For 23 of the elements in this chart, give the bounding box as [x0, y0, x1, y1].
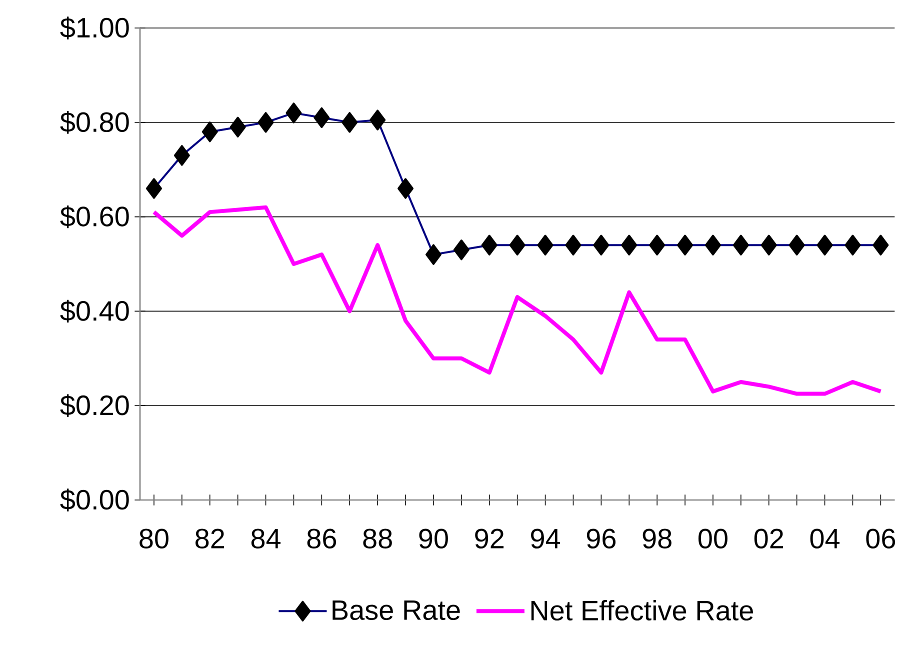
x-tick-label: 90 — [419, 528, 448, 549]
y-tick-label: $0.40 — [60, 300, 129, 323]
x-tick-label: 00 — [698, 528, 728, 549]
x-tick-label: 06 — [866, 528, 896, 549]
line-series — [152, 205, 883, 396]
legend-label: Net Effective Rate — [531, 600, 753, 621]
x-tick-label: 84 — [251, 528, 281, 549]
y-tick-label: $1.00 — [60, 16, 129, 40]
y-tick-label: $0.20 — [60, 394, 129, 417]
y-tick-label: $0.00 — [60, 488, 129, 512]
x-tick-label: 88 — [363, 528, 392, 549]
y-tick-label: $0.60 — [60, 205, 129, 228]
x-tick-label: 92 — [475, 528, 504, 549]
x-tick-label: 02 — [754, 528, 784, 549]
x-tick-label: 94 — [531, 528, 560, 549]
x-tick-label: 98 — [642, 528, 672, 549]
x-tick-label: 86 — [307, 528, 336, 549]
legend-label: Base Rate — [332, 600, 460, 620]
x-tick-label: 96 — [586, 528, 616, 549]
x-tick-label: 80 — [140, 528, 168, 549]
y-tick-label: $0.80 — [60, 111, 129, 134]
x-tick-label: 82 — [196, 528, 224, 549]
x-tick-label: 04 — [810, 528, 840, 549]
